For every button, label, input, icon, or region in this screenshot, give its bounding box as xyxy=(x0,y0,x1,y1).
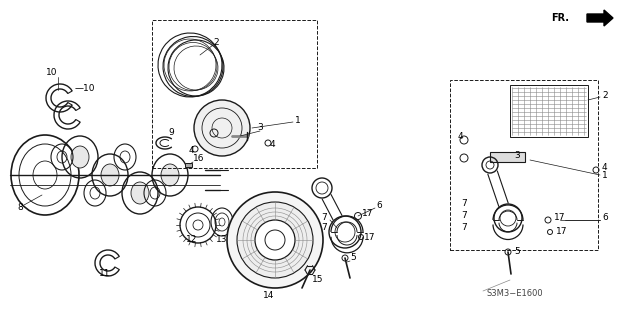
Text: —10: —10 xyxy=(75,84,96,92)
Text: 12: 12 xyxy=(186,236,198,244)
Text: 11: 11 xyxy=(99,269,111,278)
Circle shape xyxy=(255,220,295,260)
Bar xyxy=(510,85,588,137)
Text: 5: 5 xyxy=(350,253,356,262)
Text: 17: 17 xyxy=(556,228,568,236)
Ellipse shape xyxy=(161,164,179,186)
Text: 1: 1 xyxy=(295,116,301,124)
Text: 14: 14 xyxy=(263,291,274,300)
Text: 7: 7 xyxy=(321,213,327,222)
Text: 2: 2 xyxy=(602,91,608,100)
Text: 7: 7 xyxy=(461,199,467,209)
Circle shape xyxy=(237,202,313,278)
Bar xyxy=(152,20,317,168)
Text: 17: 17 xyxy=(362,210,374,219)
Text: S3M3−E1600: S3M3−E1600 xyxy=(487,290,544,299)
Text: 1: 1 xyxy=(602,171,608,180)
Text: 4: 4 xyxy=(188,146,194,155)
Text: 7: 7 xyxy=(321,223,327,233)
Circle shape xyxy=(227,192,323,288)
Polygon shape xyxy=(184,163,191,167)
Ellipse shape xyxy=(71,146,89,168)
Text: 8: 8 xyxy=(17,204,22,212)
Text: FR.: FR. xyxy=(551,13,569,23)
Text: 3: 3 xyxy=(514,150,520,159)
Text: 7: 7 xyxy=(461,223,467,233)
Text: 5: 5 xyxy=(514,247,520,257)
Ellipse shape xyxy=(101,164,119,186)
Polygon shape xyxy=(587,10,613,26)
Text: 7: 7 xyxy=(461,211,467,220)
Text: 16: 16 xyxy=(193,154,204,163)
Ellipse shape xyxy=(131,182,149,204)
Text: 17: 17 xyxy=(364,233,376,242)
Bar xyxy=(490,152,525,162)
Text: 3: 3 xyxy=(257,123,263,132)
Text: 6: 6 xyxy=(602,212,608,221)
Text: 4: 4 xyxy=(458,132,464,140)
Circle shape xyxy=(194,100,250,156)
Text: 17: 17 xyxy=(554,213,566,222)
Text: 13: 13 xyxy=(216,236,227,244)
Text: 6: 6 xyxy=(376,202,382,211)
Text: 15: 15 xyxy=(312,276,324,284)
Text: 2: 2 xyxy=(213,37,219,46)
Text: 10: 10 xyxy=(46,68,58,76)
Text: 4: 4 xyxy=(602,163,608,172)
Bar xyxy=(450,80,598,250)
Text: 4: 4 xyxy=(269,140,275,148)
Text: 9: 9 xyxy=(168,127,174,137)
